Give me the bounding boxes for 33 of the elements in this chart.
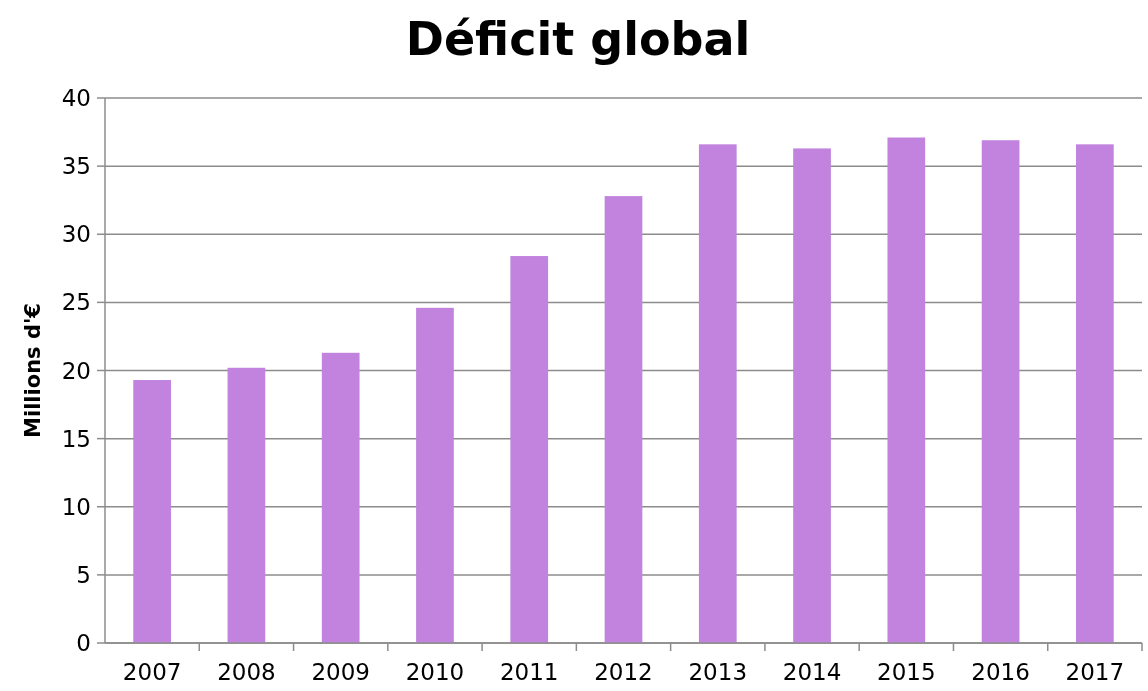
x-tick-label: 2009: [311, 659, 370, 685]
x-tick-label: 2012: [594, 659, 653, 685]
y-tick-label: 5: [76, 561, 91, 588]
x-tick-label: 2007: [122, 659, 182, 685]
x-tick-label: 2016: [971, 659, 1030, 685]
bar: [981, 140, 1020, 643]
y-axis-title: Millions d'€: [21, 303, 45, 438]
bar: [887, 137, 926, 643]
y-tick-label: 20: [61, 357, 91, 384]
x-tick-label: 2008: [217, 659, 276, 685]
x-tick-label: 2017: [1065, 659, 1125, 685]
x-tick-label: 2010: [405, 659, 465, 685]
x-tick-label: 2013: [688, 659, 748, 685]
bar: [416, 307, 454, 643]
x-tick-label: 2014: [782, 659, 842, 685]
bar: [698, 144, 737, 643]
bar: [793, 148, 831, 643]
y-tick-label: 25: [61, 289, 91, 316]
bar: [321, 352, 360, 643]
chart-title: Déficit global: [405, 12, 751, 66]
y-tick-label: 30: [61, 221, 91, 248]
y-tick-label: 10: [61, 493, 91, 520]
y-tick-label: 15: [61, 425, 91, 452]
y-tick-label: 40: [61, 85, 91, 112]
bar: [133, 380, 171, 643]
bar: [510, 256, 549, 643]
bar: [1076, 144, 1114, 643]
x-tick-label: 2011: [499, 659, 559, 685]
x-tick-label: 2015: [877, 659, 936, 685]
bar: [604, 196, 643, 643]
y-tick-label: 35: [61, 153, 91, 180]
y-tick-label: 0: [76, 630, 91, 657]
bar: [227, 367, 266, 643]
